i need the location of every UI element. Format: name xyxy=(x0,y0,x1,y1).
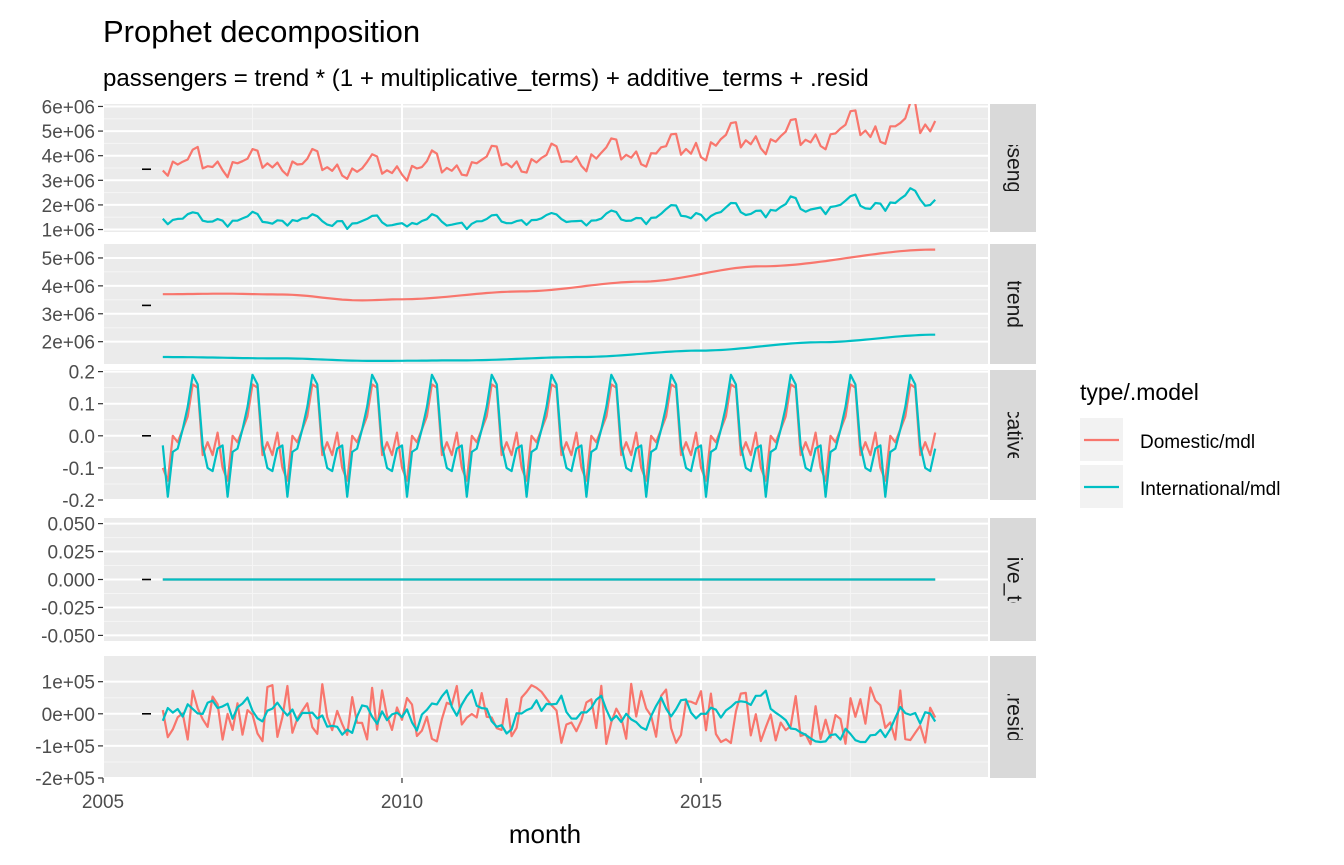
y-tick-label: 4e+06 xyxy=(42,147,95,168)
y-tick-label: 3e+06 xyxy=(42,305,95,326)
legend: type/.model Domestic/mdl International/m… xyxy=(1080,379,1280,508)
y-tick-label: 0.0 xyxy=(69,427,95,448)
facet-strip xyxy=(990,370,1036,500)
y-tick-label: 2e+06 xyxy=(42,333,95,354)
legend-label-domestic: Domestic/mdl xyxy=(1140,432,1255,453)
x-axis-label: month xyxy=(509,819,581,849)
y-tick-label: 3e+06 xyxy=(42,171,95,192)
y-tick-label: 0.000 xyxy=(47,571,95,592)
series-line-domestic xyxy=(162,104,937,182)
y-tick-label: 5e+06 xyxy=(42,249,95,270)
y-tick-label: -0.1 xyxy=(62,459,95,480)
y-tick-label: -0.050 xyxy=(41,626,95,647)
facet-strip xyxy=(990,518,1036,641)
chart-subtitle: passengers = trend * (1 + multiplicative… xyxy=(103,65,869,92)
facet-strip-label: passengers xyxy=(1002,114,1025,223)
y-tick-label: 0.1 xyxy=(69,395,95,416)
y-tick-label: -2e+05 xyxy=(35,769,95,790)
series-line-international xyxy=(161,689,937,744)
facet-panels: 1e+06 2e+06 3e+06 4e+06 5e+06 6e+06 passengers… xyxy=(35,97,1036,790)
y-tick-label: 2e+06 xyxy=(42,196,95,217)
series-line-international xyxy=(162,333,936,362)
facet-strip xyxy=(990,104,1036,232)
y-tick-label: 0.2 xyxy=(69,363,95,384)
series-line-domestic xyxy=(161,383,937,482)
x-tick-label: 2010 xyxy=(381,792,423,813)
y-tick-label: 0.050 xyxy=(47,515,95,536)
facet-strip-label: additive_terms xyxy=(1002,511,1025,648)
y-tick-label: 1e+05 xyxy=(42,673,95,694)
legend-label-international: International/mdl xyxy=(1140,479,1280,500)
x-axis: 2005 2010 2015 xyxy=(82,778,722,813)
y-tick-label: 5e+06 xyxy=(42,122,95,143)
y-tick-label: 0e+00 xyxy=(42,705,95,726)
y-tick-label: 4e+06 xyxy=(42,277,95,298)
y-tick-label: -0.025 xyxy=(41,598,95,619)
facet-strip-label: .resid xyxy=(1002,691,1025,742)
y-tick-label: 1e+06 xyxy=(42,221,95,242)
facet-strip-label: multiplicative_terms xyxy=(1002,343,1025,527)
chart-title: Prophet decomposition xyxy=(103,14,420,49)
facet-panel-bg xyxy=(103,656,988,778)
x-tick-label: 2015 xyxy=(680,792,722,813)
y-tick-label: 6e+06 xyxy=(42,97,95,118)
y-tick-label: -1e+05 xyxy=(35,737,95,758)
y-tick-label: -0.2 xyxy=(62,491,95,512)
facet-strip xyxy=(990,656,1036,778)
y-tick-label: 0.025 xyxy=(47,543,95,564)
series-line-domestic xyxy=(162,248,936,302)
facet-strip xyxy=(990,244,1036,364)
series-line-international xyxy=(161,187,936,231)
facet-strip-label: trend xyxy=(1002,280,1025,328)
legend-title: type/.model xyxy=(1080,379,1199,405)
facet-panel-bg xyxy=(103,244,988,364)
x-tick-label: 2005 xyxy=(82,792,124,813)
series-line-international xyxy=(161,373,937,498)
